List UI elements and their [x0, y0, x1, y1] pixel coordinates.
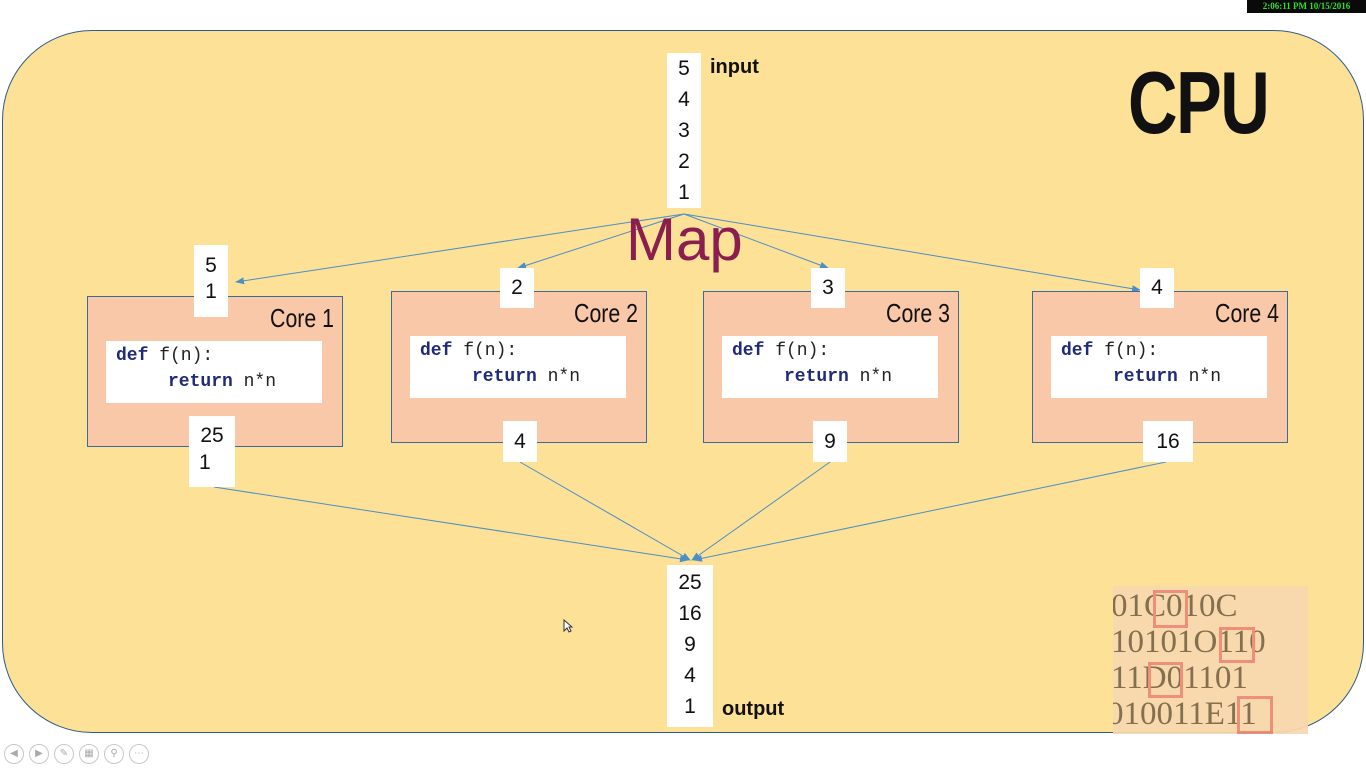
core-4-output: 16 [1143, 421, 1193, 462]
presentation-toolbar: ◀ ▶ ✎ ▦ ⚲ ⋯ [4, 744, 149, 764]
arrow-core4-output [693, 461, 1167, 562]
mouse-cursor-icon [563, 619, 573, 633]
output-column: 25 16 9 4 1 [667, 565, 713, 727]
next-slide-icon[interactable]: ▶ [29, 744, 49, 764]
code-return-keyword: return [784, 367, 849, 387]
code-return-keyword: return [472, 367, 537, 387]
core-1-code: def f(n): return n*n [106, 341, 322, 403]
core-2: Core 2 def f(n): return n*n [391, 291, 647, 443]
input-value: 4 [678, 88, 690, 111]
input-column: 5 4 3 2 1 [667, 53, 701, 208]
core-1-output-value: 1 [199, 451, 211, 474]
input-value: 1 [678, 181, 690, 204]
input-value: 2 [678, 150, 690, 173]
core-2-output: 4 [503, 421, 537, 462]
cpu-title: CPU [1128, 53, 1270, 152]
core-1-title: Core 1 [270, 303, 334, 333]
output-value: 25 [678, 571, 702, 594]
pen-icon[interactable]: ✎ [54, 744, 74, 764]
code-return-keyword: return [168, 372, 233, 392]
core-1-output: 25 1 [189, 416, 235, 487]
output-value: 9 [684, 633, 696, 656]
output-value: 4 [684, 664, 696, 687]
core-2-input: 2 [500, 268, 534, 308]
core-3-output: 9 [813, 421, 847, 462]
code-def-keyword: def [420, 341, 453, 361]
code-expression: n*n [232, 372, 277, 392]
arrow-input-core4 [683, 213, 1141, 293]
core-1: Core 1 def f(n): return n*n [87, 296, 343, 447]
code-def-keyword: def [732, 341, 765, 361]
core-4-input: 4 [1140, 268, 1174, 308]
core-4-title: Core 4 [1215, 298, 1279, 328]
output-value: 1 [684, 695, 696, 718]
arrow-core1-output [213, 486, 689, 563]
input-label: input [710, 56, 759, 78]
highlight-box [1237, 696, 1273, 734]
core-1-input: 5 1 [194, 245, 228, 317]
input-value: 3 [678, 119, 690, 142]
code-signature: f(n): [1093, 341, 1159, 361]
binary-row: 10101O110 [1113, 624, 1266, 660]
highlight-box [1219, 627, 1255, 663]
zoom-icon[interactable]: ⚲ [104, 744, 124, 764]
core-3: Core 3 def f(n): return n*n [703, 291, 959, 443]
code-def-keyword: def [1061, 341, 1094, 361]
highlight-box [1153, 590, 1188, 628]
arrow-input-core3 [683, 213, 829, 269]
core-3-code: def f(n): return n*n [722, 336, 938, 398]
core-1-output-value: 25 [200, 424, 224, 447]
core-4-code: def f(n): return n*n [1051, 336, 1267, 398]
more-options-icon[interactable]: ⋯ [129, 744, 149, 764]
input-value: 5 [678, 57, 690, 80]
previous-slide-icon[interactable]: ◀ [4, 744, 24, 764]
arrow-input-core2 [517, 213, 685, 269]
code-signature: f(n): [764, 341, 830, 361]
core-1-input-value: 1 [205, 280, 217, 303]
binary-row: 01C010C [1113, 588, 1238, 624]
timestamp: 2:06:11 PM 10/15/2016 [1247, 0, 1366, 13]
binary-row: 010011E11 [1113, 696, 1257, 732]
arrow-input-core1 [235, 213, 685, 285]
core-2-title: Core 2 [574, 298, 638, 328]
code-signature: f(n): [452, 341, 518, 361]
code-def-keyword: def [116, 346, 149, 366]
code-expression: n*n [848, 367, 893, 387]
arrow-core3-output [691, 461, 831, 561]
code-expression: n*n [1177, 367, 1222, 387]
core-3-input: 3 [811, 268, 845, 308]
code-return-keyword: return [1113, 367, 1178, 387]
core-4: Core 4 def f(n): return n*n [1032, 291, 1288, 443]
map-label: Map [626, 206, 743, 273]
code-signature: f(n): [148, 346, 214, 366]
arrow-core2-output [519, 461, 691, 561]
output-value: 16 [678, 602, 702, 625]
core-1-input-value: 5 [205, 254, 217, 277]
code-expression: n*n [536, 367, 581, 387]
binary-code-logo: 01C010C 10101O110 11D01101 010011E11 [1113, 586, 1308, 734]
output-label: output [722, 698, 785, 720]
core-2-code: def f(n): return n*n [410, 336, 626, 398]
see-all-slides-icon[interactable]: ▦ [79, 744, 99, 764]
highlight-box [1148, 662, 1183, 698]
core-3-title: Core 3 [886, 298, 950, 328]
